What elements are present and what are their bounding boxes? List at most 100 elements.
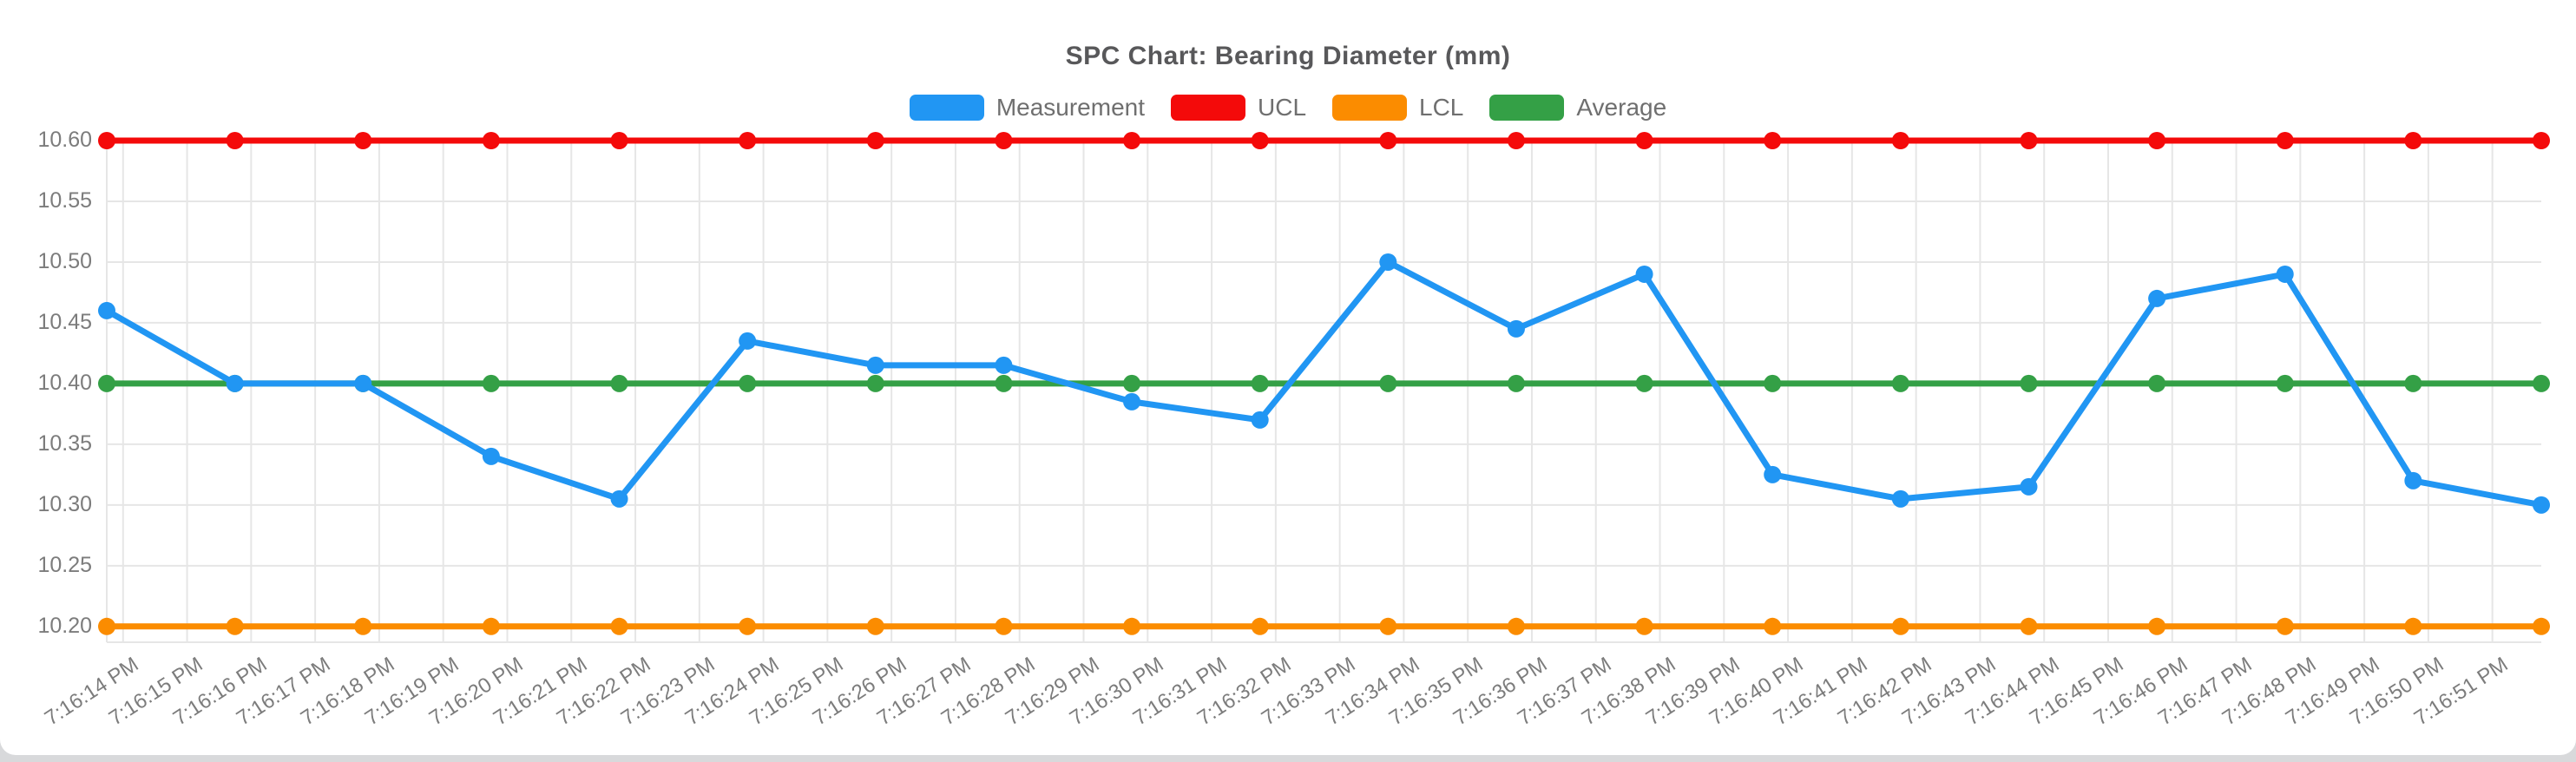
series-ucl-point[interactable]: [2404, 132, 2422, 149]
series-lcl-point[interactable]: [1507, 617, 1525, 635]
series-measurement-point[interactable]: [610, 489, 628, 508]
series-lcl-point[interactable]: [866, 617, 884, 635]
legend-item-average[interactable]: Average: [1489, 94, 1666, 122]
series-ucl-point[interactable]: [1251, 132, 1269, 149]
series-measurement-point[interactable]: [226, 374, 244, 392]
series-ucl-point[interactable]: [98, 132, 115, 149]
series-lcl-point[interactable]: [1123, 617, 1141, 635]
series-measurement-point[interactable]: [995, 356, 1013, 374]
series-lcl-point[interactable]: [1764, 617, 1782, 635]
series-lcl-point[interactable]: [739, 617, 757, 635]
y-axis-label: 10.30: [37, 491, 92, 516]
legend-label: Average: [1576, 94, 1667, 121]
series-ucl-point[interactable]: [2276, 132, 2294, 149]
y-axis-label: 10.60: [37, 128, 92, 152]
series-lcl-point[interactable]: [2276, 617, 2294, 635]
series-lcl-point[interactable]: [995, 617, 1013, 635]
series-lcl-point[interactable]: [98, 617, 115, 635]
series-measurement-point[interactable]: [739, 332, 757, 350]
series-measurement-point[interactable]: [1891, 489, 1909, 508]
series-measurement-point[interactable]: [2148, 289, 2166, 307]
legend-swatch-measurement: [909, 95, 984, 121]
series-lcl-point[interactable]: [482, 617, 500, 635]
series-average-point[interactable]: [2276, 374, 2294, 392]
series-average-point[interactable]: [98, 374, 115, 392]
series-measurement-point[interactable]: [482, 447, 500, 465]
series-average-point[interactable]: [995, 374, 1013, 392]
series-measurement-point[interactable]: [2020, 477, 2038, 496]
series-ucl-point[interactable]: [1379, 132, 1397, 149]
series-average-point[interactable]: [1764, 374, 1782, 392]
series-lcl-point[interactable]: [610, 617, 628, 635]
series-average-point[interactable]: [1507, 374, 1525, 392]
series-average-point[interactable]: [866, 374, 884, 392]
series-measurement-point[interactable]: [1123, 392, 1141, 411]
series-average-point[interactable]: [1123, 374, 1141, 392]
y-axis-label: 10.25: [37, 552, 92, 577]
series-ucl-point[interactable]: [995, 132, 1013, 149]
series-measurement-point[interactable]: [866, 356, 884, 374]
series-lcl-point[interactable]: [354, 617, 372, 635]
series-ucl-point[interactable]: [2020, 132, 2038, 149]
series-average-point[interactable]: [1379, 374, 1397, 392]
legend-swatch-lcl: [1332, 95, 1408, 121]
series-lcl-point[interactable]: [1891, 617, 1909, 635]
series-measurement-point[interactable]: [2404, 471, 2422, 489]
series-average-point[interactable]: [482, 374, 500, 392]
series-measurement-point[interactable]: [1507, 319, 1525, 338]
series-average-point[interactable]: [610, 374, 628, 392]
series-ucl-point[interactable]: [226, 132, 244, 149]
series-average-point[interactable]: [2148, 374, 2166, 392]
series-average-point[interactable]: [1635, 374, 1653, 392]
series-average-point[interactable]: [2020, 374, 2038, 392]
legend-item-lcl[interactable]: LCL: [1332, 94, 1463, 122]
series-lcl-point[interactable]: [2148, 617, 2166, 635]
series-lcl-point[interactable]: [2533, 617, 2550, 635]
legend-swatch-ucl: [1171, 95, 1245, 121]
series-lcl-point[interactable]: [226, 617, 244, 635]
series-average-point[interactable]: [1891, 374, 1909, 392]
series-lcl-point[interactable]: [1379, 617, 1397, 635]
series-ucl-point[interactable]: [1891, 132, 1909, 149]
legend-swatch-average: [1489, 95, 1565, 121]
series-measurement-point[interactable]: [1635, 265, 1653, 283]
chart-legend: Measurement UCL LCL Average: [0, 94, 2576, 122]
series-lcl-point[interactable]: [1251, 617, 1269, 635]
series-measurement-point[interactable]: [1251, 411, 1269, 429]
series-ucl-point[interactable]: [354, 132, 372, 149]
series-lcl-point[interactable]: [1635, 617, 1653, 635]
series-ucl-point[interactable]: [1635, 132, 1653, 149]
series-average-point[interactable]: [739, 374, 757, 392]
series-ucl-point[interactable]: [2533, 132, 2550, 149]
series-measurement-line: [103, 259, 2545, 509]
legend-label: UCL: [1258, 94, 1307, 121]
y-axis-label: 10.40: [37, 370, 92, 395]
series-measurement-point[interactable]: [1379, 253, 1397, 271]
series-ucl-point[interactable]: [2148, 132, 2166, 149]
series-ucl-point[interactable]: [1507, 132, 1525, 149]
series-measurement-point[interactable]: [2276, 265, 2294, 283]
y-axis-label: 10.55: [37, 187, 92, 213]
series-ucl-point[interactable]: [610, 132, 628, 149]
series-measurement-point[interactable]: [98, 301, 115, 319]
series-ucl-point[interactable]: [866, 132, 884, 149]
series-ucl-point[interactable]: [739, 132, 757, 149]
series-ucl-point[interactable]: [482, 132, 500, 149]
series-measurement-point[interactable]: [2533, 496, 2550, 514]
series-lcl-point[interactable]: [2404, 617, 2422, 635]
legend-item-ucl[interactable]: UCL: [1171, 94, 1306, 122]
series-average-point[interactable]: [2533, 374, 2550, 392]
series-average-point[interactable]: [1251, 374, 1269, 392]
series-ucl-point[interactable]: [1764, 132, 1782, 149]
legend-item-measurement[interactable]: Measurement: [909, 94, 1145, 122]
y-axis-label: 10.50: [37, 248, 92, 273]
series-ucl-point[interactable]: [1123, 132, 1141, 149]
series-measurement-point[interactable]: [1764, 465, 1782, 483]
chart-title: SPC Chart: Bearing Diameter (mm): [1065, 42, 1511, 70]
series-average-point[interactable]: [2404, 374, 2422, 392]
series-measurement-point[interactable]: [354, 374, 372, 392]
y-axis-label: 10.45: [37, 309, 92, 334]
series-lcl-point[interactable]: [2020, 617, 2038, 635]
